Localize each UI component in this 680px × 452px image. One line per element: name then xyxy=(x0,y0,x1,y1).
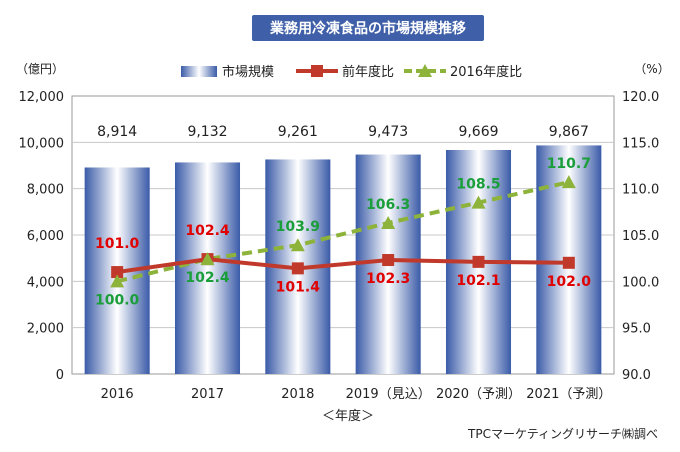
y-right-tick-label: 95.0 xyxy=(622,322,651,337)
y-right-tick-label: 120.0 xyxy=(622,90,659,105)
legend-label-market-size: 市場規模 xyxy=(222,64,274,80)
legend-swatch-2016-marker xyxy=(418,64,432,77)
y-right-tick-label: 90.0 xyxy=(622,368,651,383)
bar-value-label: 9,867 xyxy=(549,124,589,140)
x-tick-label: 2021（予測） xyxy=(526,387,611,402)
yoy-value-label: 102.3 xyxy=(366,271,410,287)
yoy-marker xyxy=(562,256,575,269)
bar-value-label: 9,261 xyxy=(278,124,318,140)
y-left-tick-label: 6,000 xyxy=(27,229,64,244)
yoy-value-label: 101.4 xyxy=(276,279,321,295)
y-axis-left-ticks: 0 2,000 4,000 6,000 8,000 10,000 12,000 xyxy=(19,90,65,383)
legend-swatch-market-size xyxy=(181,66,217,77)
bars xyxy=(84,145,602,374)
bar-value-label: 9,669 xyxy=(458,124,498,140)
base-2016-marker xyxy=(200,252,215,266)
x-tick-label: 2017 xyxy=(191,387,224,402)
legend-swatch-yoy-marker xyxy=(311,65,323,77)
y-right-tick-label: 115.0 xyxy=(622,136,659,151)
gridlines xyxy=(72,141,614,329)
yoy-value-label: 102.0 xyxy=(547,274,592,290)
base-2016-value-label: 108.5 xyxy=(456,177,500,193)
line-series xyxy=(110,175,576,288)
base-2016-marker xyxy=(290,238,305,252)
x-axis-ticks: 2016 2017 2018 2019（見込） 2020（予測） 2021（予測） xyxy=(101,387,612,402)
x-tick-label: 2016 xyxy=(101,387,134,402)
y-right-tick-label: 105.0 xyxy=(622,229,659,244)
line-value-labels: 101.0 102.4 101.4 102.3 102.1 102.0 100.0 102.4… xyxy=(95,156,591,308)
x-tick-label: 2018 xyxy=(281,387,314,402)
legend: 市場規模 前年度比 2016年度比 xyxy=(181,64,522,80)
base-2016-value-label: 100.0 xyxy=(95,292,140,308)
source-note: TPCマーケティングリサーチ㈱調べ xyxy=(467,427,658,441)
base-2016-marker xyxy=(471,195,486,209)
yoy-value-label: 102.4 xyxy=(185,223,230,239)
bar-value-label: 9,473 xyxy=(368,124,408,140)
y-left-tick-label: 8,000 xyxy=(27,183,64,198)
y-right-tick-label: 110.0 xyxy=(622,183,659,198)
base-2016-marker xyxy=(561,175,576,189)
x-tick-label: 2019（見込） xyxy=(346,387,431,402)
chart-title-box xyxy=(252,15,484,41)
y-left-tick-label: 2,000 xyxy=(27,322,64,337)
bar-value-label: 8,914 xyxy=(97,124,137,140)
yoy-marker xyxy=(382,254,395,267)
bar-value-labels: 8,914 9,132 9,261 9,473 9,669 9,867 xyxy=(97,124,589,140)
base-2016-marker xyxy=(110,274,125,288)
yoy-marker xyxy=(291,262,304,275)
y-left-tick-label: 0 xyxy=(56,368,64,383)
chart-title: 業務用冷凍食品の市場規模推移 xyxy=(269,20,466,37)
x-tick-label: 2020（予測） xyxy=(436,387,521,402)
x-axis-title: ＜年度＞ xyxy=(322,408,374,424)
y-right-tick-label: 100.0 xyxy=(622,275,659,290)
y-axis-right-ticks: 90.0 95.0 100.0 105.0 110.0 115.0 120.0 xyxy=(622,90,659,383)
line-yoy xyxy=(116,257,569,275)
base-2016-value-label: 102.4 xyxy=(185,270,230,286)
bar xyxy=(174,162,241,374)
base-2016-value-label: 106.3 xyxy=(366,197,410,213)
y-left-tick-label: 10,000 xyxy=(19,136,65,151)
y-axis-right-unit: （%） xyxy=(634,62,669,76)
base-2016-marker xyxy=(381,215,396,229)
legend-label-2016: 2016年度比 xyxy=(450,64,522,80)
line-2016-base xyxy=(116,180,570,284)
y-left-tick-label: 4,000 xyxy=(27,275,64,290)
y-axis-left-unit: （億円） xyxy=(16,62,64,76)
yoy-marker xyxy=(472,255,485,268)
y-left-tick-label: 12,000 xyxy=(19,90,65,105)
legend-label-yoy: 前年度比 xyxy=(342,64,394,80)
bar-value-label: 9,132 xyxy=(187,124,227,140)
yoy-marker xyxy=(111,266,124,279)
yoy-value-label: 102.1 xyxy=(456,273,500,289)
yoy-value-label: 101.0 xyxy=(95,236,140,252)
base-2016-value-label: 110.7 xyxy=(547,156,591,172)
base-2016-value-label: 103.9 xyxy=(276,219,320,235)
